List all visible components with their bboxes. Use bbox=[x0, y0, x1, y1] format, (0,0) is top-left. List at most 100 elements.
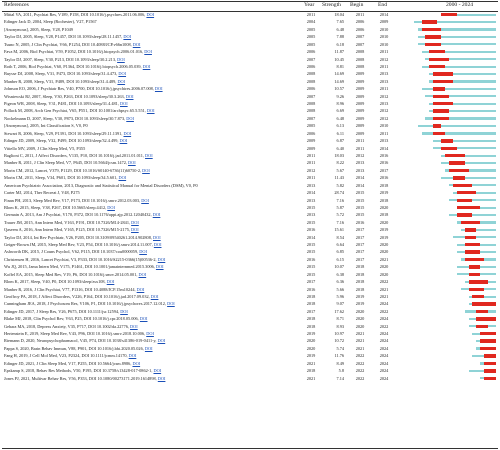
doi-link[interactable]: DOI bbox=[120, 308, 128, 314]
doi-link[interactable]: DOI bbox=[132, 360, 141, 366]
doi-link[interactable]: DOI bbox=[125, 93, 134, 99]
doi-link[interactable]: DOI bbox=[157, 256, 166, 262]
doi-link[interactable]: DOI bbox=[146, 12, 155, 17]
begin-cell: 2013 bbox=[355, 167, 365, 173]
doi-link[interactable]: DOI bbox=[153, 368, 162, 374]
reference-text: Roth T, 2006, Biol Psychiat, V60, P1364,… bbox=[4, 63, 143, 69]
begin-cell: 2020 bbox=[355, 323, 365, 329]
table-row: Blake MJ, 2018, Clin Psychol Rev, V63, P… bbox=[0, 315, 500, 322]
end-cell: 2024 bbox=[379, 360, 389, 366]
year-cell: 2006 bbox=[306, 49, 316, 55]
strength-cell: 18.03 bbox=[334, 152, 344, 158]
doi-link[interactable]: DOI bbox=[157, 338, 166, 344]
doi-link[interactable]: DOI bbox=[139, 316, 148, 322]
burst-bar bbox=[464, 257, 485, 262]
doi-link[interactable]: DOI bbox=[128, 353, 137, 359]
begin-cell: 2014 bbox=[355, 182, 365, 188]
burst-bar bbox=[433, 109, 449, 113]
doi-link[interactable]: DOI bbox=[132, 41, 141, 47]
reference-text: Christensen H, 2016, Lancet Psychiat, V3… bbox=[4, 256, 158, 262]
doi-link[interactable]: DOI bbox=[153, 234, 161, 240]
doi-link[interactable]: DOI bbox=[167, 301, 175, 307]
strength-cell: 8.81 bbox=[336, 63, 344, 69]
doi-link[interactable]: DOI bbox=[131, 227, 139, 233]
reference-cell: Roth T, 2006, Biol Psychiat, V60, P1364,… bbox=[4, 63, 294, 70]
end-cell: 2010 bbox=[379, 123, 389, 129]
timeline-bar bbox=[448, 213, 496, 217]
end-cell: 2018 bbox=[379, 197, 389, 203]
begin-cell: 2016 bbox=[355, 219, 365, 225]
doi-link[interactable]: DOI bbox=[118, 175, 127, 181]
doi-link[interactable]: DOI bbox=[119, 101, 128, 107]
table-rule-bottom bbox=[2, 448, 498, 449]
table-row: Gebara MA, 2018, Depress Anxiety, V35, P… bbox=[0, 323, 500, 330]
doi-link[interactable]: DOI bbox=[150, 293, 159, 299]
strength-cell: 7.14 bbox=[336, 375, 344, 381]
table-row: Finan PH, 2013, Sleep Med Rev, V17, P173… bbox=[0, 197, 500, 204]
end-cell: 2013 bbox=[379, 101, 389, 107]
begin-cell: 2021 bbox=[355, 338, 365, 344]
doi-link[interactable]: DOI bbox=[117, 78, 126, 84]
doi-link[interactable]: DOI bbox=[146, 108, 155, 114]
strength-cell: 8.49 bbox=[336, 360, 344, 366]
reference-cell: Buysse DJ, 2008, Sleep, V31, P473, DOI 1… bbox=[4, 70, 294, 77]
doi-link[interactable]: DOI bbox=[136, 286, 145, 292]
doi-link[interactable]: DOI bbox=[141, 197, 149, 203]
doi-link[interactable]: DOI bbox=[123, 34, 132, 40]
year-cell: 2017 bbox=[306, 279, 316, 285]
table-row: Christensen H, 2016, Lancet Psychiat, V3… bbox=[0, 256, 500, 263]
burst-bar bbox=[476, 317, 496, 321]
doi-link[interactable]: DOI bbox=[139, 249, 147, 255]
year-cell: 2016 bbox=[306, 286, 316, 292]
timeline-bar bbox=[460, 228, 496, 231]
end-cell: 2011 bbox=[379, 130, 389, 136]
doi-link[interactable]: DOI bbox=[126, 115, 134, 121]
table-row: Johnson EO, 2006, J Psychiatr Res, V40, … bbox=[0, 85, 500, 92]
reference-cell: Qaseem A, 2016, Ann Intern Med, V165, P1… bbox=[4, 226, 294, 233]
doi-link[interactable]: DOI bbox=[131, 219, 139, 225]
end-cell: 2013 bbox=[379, 78, 389, 84]
doi-link[interactable]: DOI bbox=[142, 63, 151, 69]
doi-link[interactable]: DOI bbox=[145, 152, 153, 158]
doi-link[interactable]: DOI bbox=[119, 138, 128, 144]
burst-bar bbox=[433, 116, 449, 121]
doi-link[interactable]: DOI bbox=[130, 323, 138, 329]
doi-link[interactable]: DOI bbox=[154, 86, 163, 92]
doi-link[interactable]: DOI bbox=[155, 264, 164, 270]
doi-link[interactable]: DOI bbox=[157, 375, 166, 381]
year-cell: 2016 bbox=[306, 227, 316, 233]
doi-link[interactable]: DOI bbox=[128, 160, 136, 166]
end-cell: 2010 bbox=[379, 26, 389, 32]
end-cell: 2019 bbox=[379, 227, 389, 233]
doi-link[interactable]: DOI bbox=[138, 271, 147, 277]
reference-text: Tsuno N, 2005, J Clin Psychiat, V66, P12… bbox=[4, 41, 133, 47]
doi-link[interactable]: DOI bbox=[123, 130, 132, 136]
year-cell: 2013 bbox=[306, 212, 316, 218]
strength-cell: 10.97 bbox=[334, 331, 344, 337]
doi-link[interactable]: DOI bbox=[107, 204, 115, 210]
year-cell: 2017 bbox=[306, 308, 316, 314]
doi-link[interactable]: DOI bbox=[146, 331, 154, 337]
year-cell: 2015 bbox=[306, 242, 316, 248]
doi-link[interactable]: DOI bbox=[152, 212, 161, 218]
doi-link[interactable]: DOI bbox=[144, 345, 153, 351]
strength-cell: 8.22 bbox=[336, 160, 344, 166]
doi-link[interactable]: DOI bbox=[144, 49, 152, 55]
year-cell: 2007 bbox=[306, 56, 316, 62]
year-cell: 2013 bbox=[306, 197, 316, 203]
doi-link[interactable]: DOI bbox=[142, 167, 150, 173]
doi-link[interactable]: DOI bbox=[153, 242, 162, 248]
burst-bar bbox=[421, 20, 438, 24]
doi-link[interactable]: DOI bbox=[118, 71, 127, 77]
doi-link[interactable]: DOI bbox=[106, 279, 115, 285]
table-row: Germain A, 2013, Am J Psychiat, V170, P3… bbox=[0, 211, 500, 218]
reference-cell: Johnson EO, 2006, J Psychiatr Res, V40, … bbox=[4, 85, 294, 92]
begin-cell: 2011 bbox=[355, 12, 365, 17]
doi-link[interactable]: DOI bbox=[117, 56, 125, 62]
begin-cell: 2018 bbox=[355, 279, 365, 285]
strength-cell: 8.93 bbox=[336, 323, 344, 329]
reference-cell: Koffel EA, 2015, Sleep Med Rev, V19, P6,… bbox=[4, 271, 294, 278]
reference-text: Epskamp S, 2018, Behav Res Methods, V50,… bbox=[4, 368, 154, 374]
year-cell: 2007 bbox=[306, 93, 316, 99]
